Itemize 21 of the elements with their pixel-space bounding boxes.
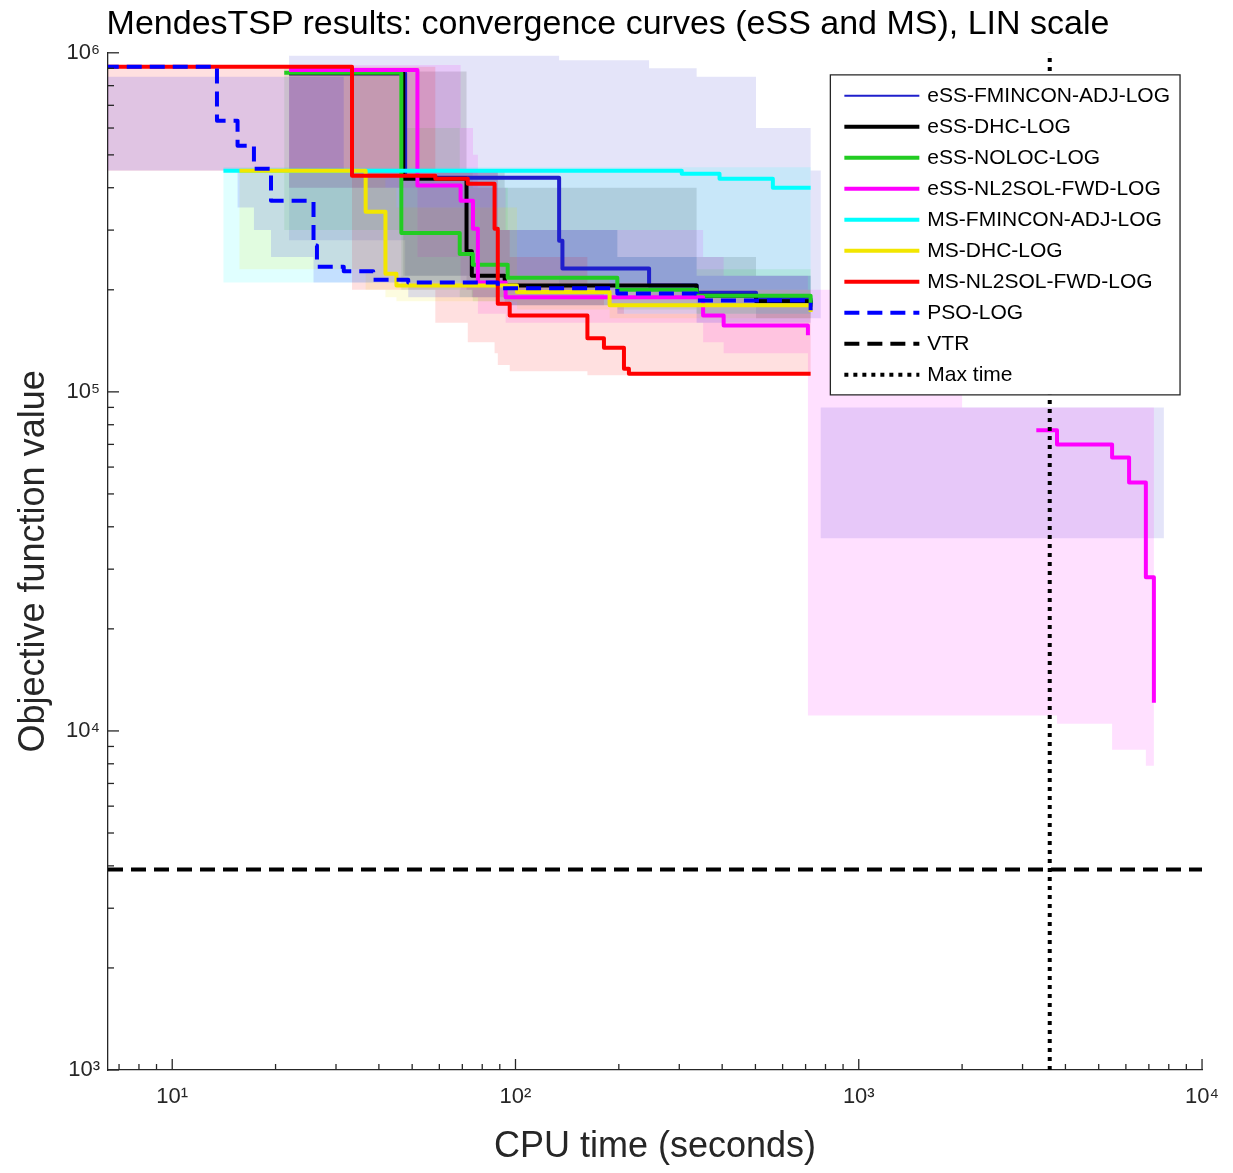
legend-label: MS-FMINCON-ADJ-LOG xyxy=(927,206,1162,230)
x-tick-label: 10² xyxy=(499,1083,532,1109)
legend-label: eSS-FMINCON-ADJ-LOG xyxy=(927,82,1171,106)
y-tick-label: 10⁶ xyxy=(66,38,100,64)
legend-label: eSS-NOLOC-LOG xyxy=(927,144,1101,168)
y-tick-label: 10⁴ xyxy=(66,717,100,742)
chart-title: MendesTSP results: convergence curves (eSS and MS), LIN scale xyxy=(106,2,1110,41)
y-tick-label: 10⁵ xyxy=(66,377,100,403)
legend-label: MS-NL2SOL-FWD-LOG xyxy=(927,268,1153,292)
y-axis-title: Objective function value xyxy=(10,370,52,753)
legend-label: eSS-DHC-LOG xyxy=(927,113,1071,137)
x-axis-title: CPU time (seconds) xyxy=(493,1124,817,1166)
legend-label: PSO-LOG xyxy=(927,299,1024,323)
legend-label: MS-DHC-LOG xyxy=(927,237,1063,261)
legend-label: VTR xyxy=(927,330,970,354)
x-tick-label: 10⁴ xyxy=(1185,1083,1220,1109)
x-tick-label: 10¹ xyxy=(156,1083,189,1109)
x-tick-label: 10³ xyxy=(842,1083,875,1109)
legend-label: Max time xyxy=(927,361,1013,385)
y-tick-label: 10³ xyxy=(68,1056,100,1082)
legend-label: eSS-NL2SOL-FWD-LOG xyxy=(927,175,1161,199)
